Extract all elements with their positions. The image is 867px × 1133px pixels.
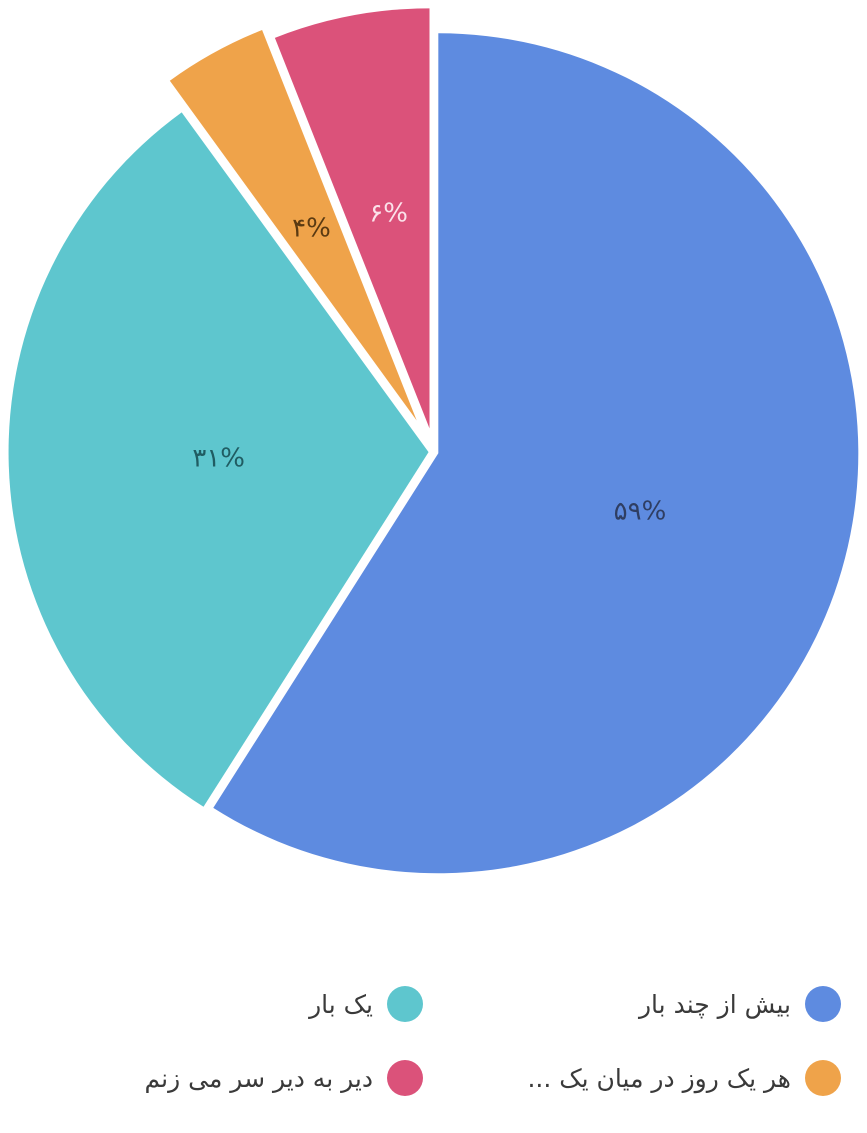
slice-value-label-2: ۴% — [292, 214, 331, 244]
pie-value-labels: ۵۹% ۳۱% ۴% ۶% — [192, 198, 666, 526]
pie-slice-2[interactable] — [168, 29, 418, 422]
pie-slice-0[interactable] — [212, 32, 860, 875]
slice-value-label-3: ۶% — [369, 198, 408, 228]
legend-item-3[interactable]: دیر به دیر سر می زنم — [144, 1058, 423, 1098]
chart-legend: بیش از چند بار یک بار هر یک روز در میان … — [0, 960, 867, 1120]
legend-swatch-2 — [805, 1060, 841, 1096]
legend-swatch-0 — [805, 986, 841, 1022]
pie-slices — [7, 7, 860, 875]
pie-slice-1[interactable] — [7, 111, 430, 808]
pie-slice-3[interactable] — [273, 7, 431, 430]
slice-value-label-0: ۵۹% — [614, 496, 667, 526]
legend-label-0: بیش از چند بار — [638, 989, 791, 1019]
legend-item-2[interactable]: هر یک روز در میان یک ... — [527, 1058, 841, 1098]
legend-item-0[interactable]: بیش از چند بار — [639, 984, 841, 1024]
legend-label-1: یک بار — [309, 989, 373, 1019]
legend-label-2: هر یک روز در میان یک ... — [527, 1063, 791, 1093]
pie-chart: ۵۹% ۳۱% ۴% ۶% — [7, 7, 860, 875]
slice-value-label-1: ۳۱% — [192, 443, 245, 473]
legend-swatch-1 — [387, 986, 423, 1022]
legend-item-1[interactable]: یک بار — [309, 984, 423, 1024]
legend-swatch-3 — [387, 1060, 423, 1096]
legend-label-3: دیر به دیر سر می زنم — [144, 1063, 373, 1093]
